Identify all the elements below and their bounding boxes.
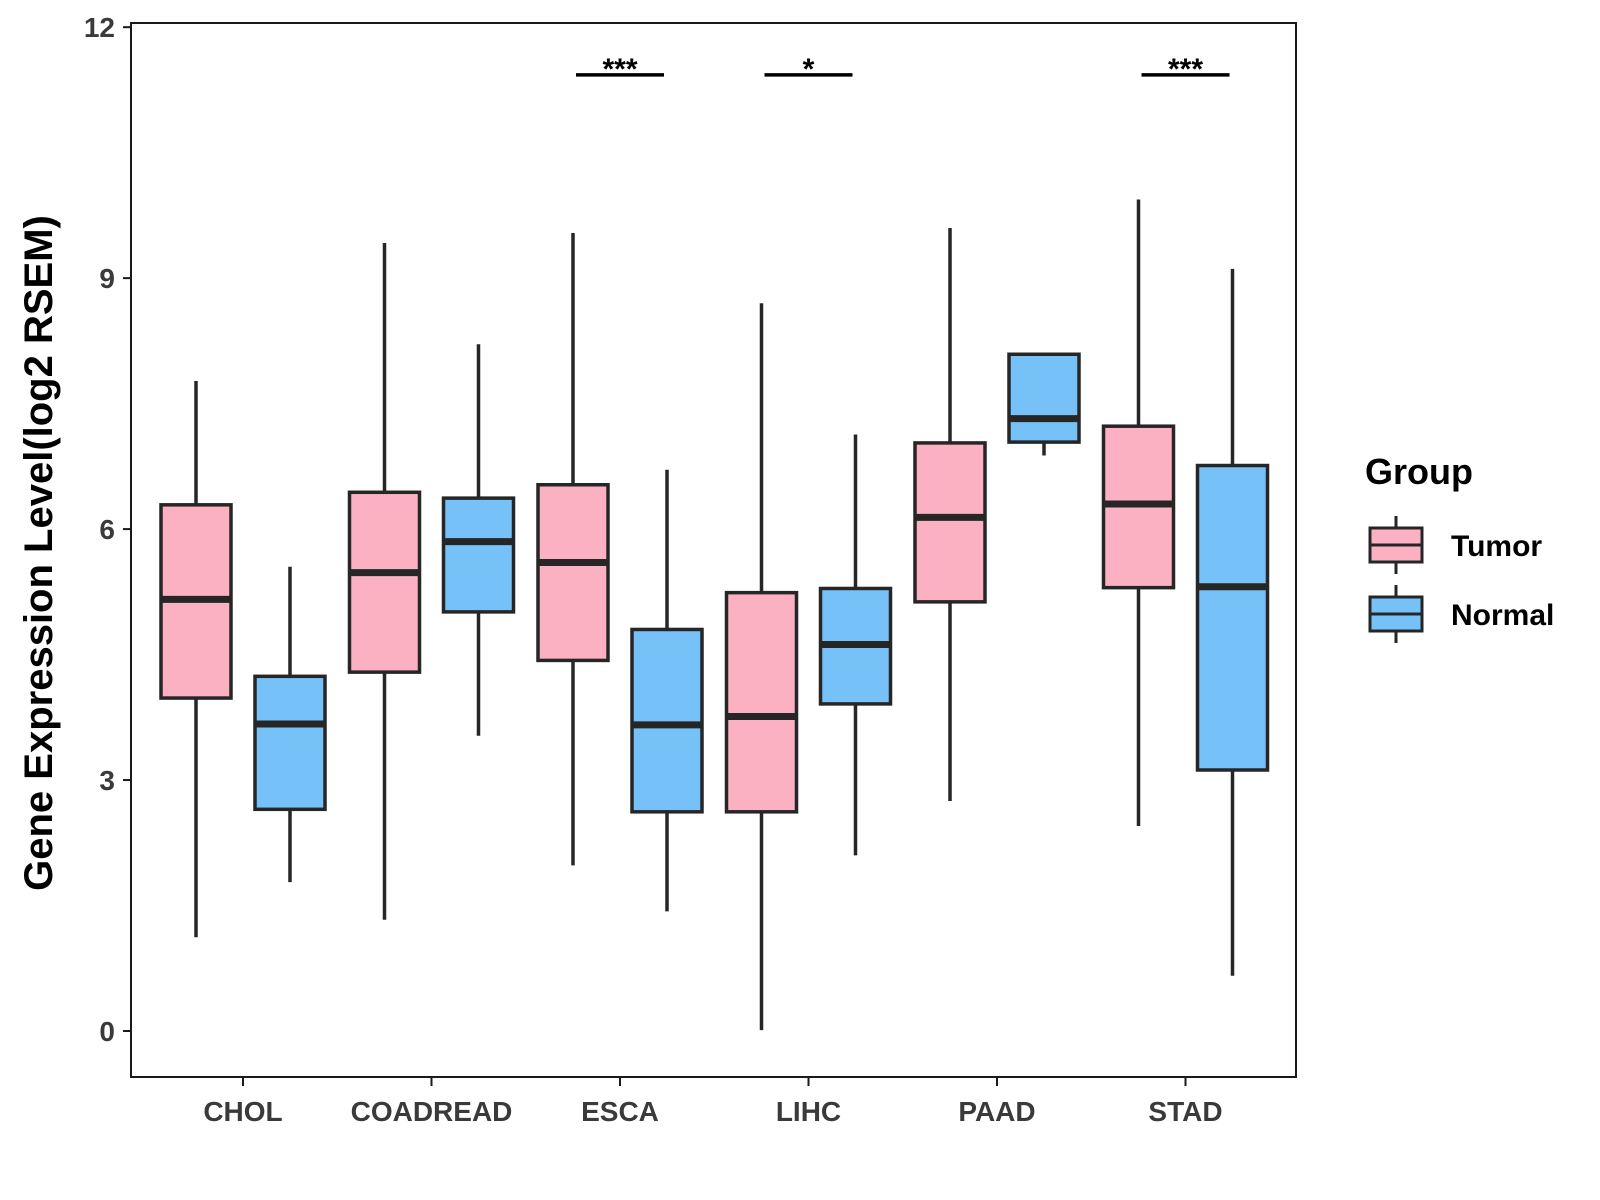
significance-annotations: *** * *** bbox=[576, 53, 1230, 86]
significance-label-esca: *** bbox=[602, 53, 637, 86]
box-body-normal-coadread bbox=[441, 496, 516, 614]
x-tick-label-chol: CHOL bbox=[203, 1096, 282, 1127]
y-tick-label-9: 9 bbox=[99, 263, 115, 294]
x-tick-label-esca: ESCA bbox=[581, 1096, 659, 1127]
box-normal-coadread bbox=[441, 344, 516, 736]
box-tumor-stad bbox=[1101, 199, 1176, 827]
x-tick-label-paad: PAAD bbox=[958, 1096, 1035, 1127]
x-tick-label-coadread: COADREAD bbox=[351, 1096, 513, 1127]
box-normal-esca bbox=[630, 469, 704, 912]
box-tumor-lihc bbox=[724, 303, 799, 1031]
box-body-normal-chol bbox=[253, 674, 327, 812]
box-normal-stad bbox=[1195, 268, 1270, 976]
y-tick-label-3: 3 bbox=[99, 765, 115, 796]
box-body-tumor-paad bbox=[913, 441, 987, 604]
legend: Group Tumor Normal bbox=[1365, 451, 1554, 643]
boxes-layer bbox=[159, 199, 1270, 1031]
box-body-tumor-lihc bbox=[724, 590, 799, 814]
legend-item-normal: Normal bbox=[1368, 585, 1554, 643]
y-tick-label-0: 0 bbox=[99, 1016, 115, 1047]
box-body-normal-stad bbox=[1195, 463, 1270, 772]
x-axis: CHOL COADREAD ESCA LIHC PAAD STAD bbox=[203, 1077, 1223, 1127]
box-body-tumor-esca bbox=[536, 483, 610, 663]
box-body-normal-paad bbox=[1007, 352, 1081, 444]
y-tick-label-6: 6 bbox=[99, 514, 115, 545]
significance-label-lihc: * bbox=[803, 53, 815, 86]
y-axis: 0 3 6 9 12 bbox=[84, 12, 131, 1047]
significance-label-stad: *** bbox=[1168, 53, 1203, 86]
box-normal-chol bbox=[253, 566, 327, 883]
y-tick-label-12: 12 bbox=[84, 12, 115, 43]
box-normal-paad bbox=[1007, 352, 1081, 456]
box-normal-lihc bbox=[818, 434, 893, 856]
legend-label-normal: Normal bbox=[1451, 599, 1554, 632]
x-tick-label-stad: STAD bbox=[1148, 1096, 1222, 1127]
plot-panel-border bbox=[130, 22, 1297, 1078]
box-body-normal-esca bbox=[630, 627, 704, 814]
box-tumor-paad bbox=[913, 227, 987, 801]
box-tumor-coadread bbox=[347, 243, 422, 920]
box-tumor-chol bbox=[159, 381, 233, 938]
box-body-tumor-coadread bbox=[347, 490, 422, 674]
legend-item-tumor: Tumor bbox=[1368, 516, 1542, 574]
legend-title: Group bbox=[1365, 451, 1473, 492]
legend-label-tumor: Tumor bbox=[1451, 530, 1542, 563]
box-tumor-esca bbox=[536, 232, 610, 866]
x-tick-label-lihc: LIHC bbox=[776, 1096, 841, 1127]
y-axis-title: Gene Expression Level(log2 RSEM) bbox=[17, 215, 61, 891]
